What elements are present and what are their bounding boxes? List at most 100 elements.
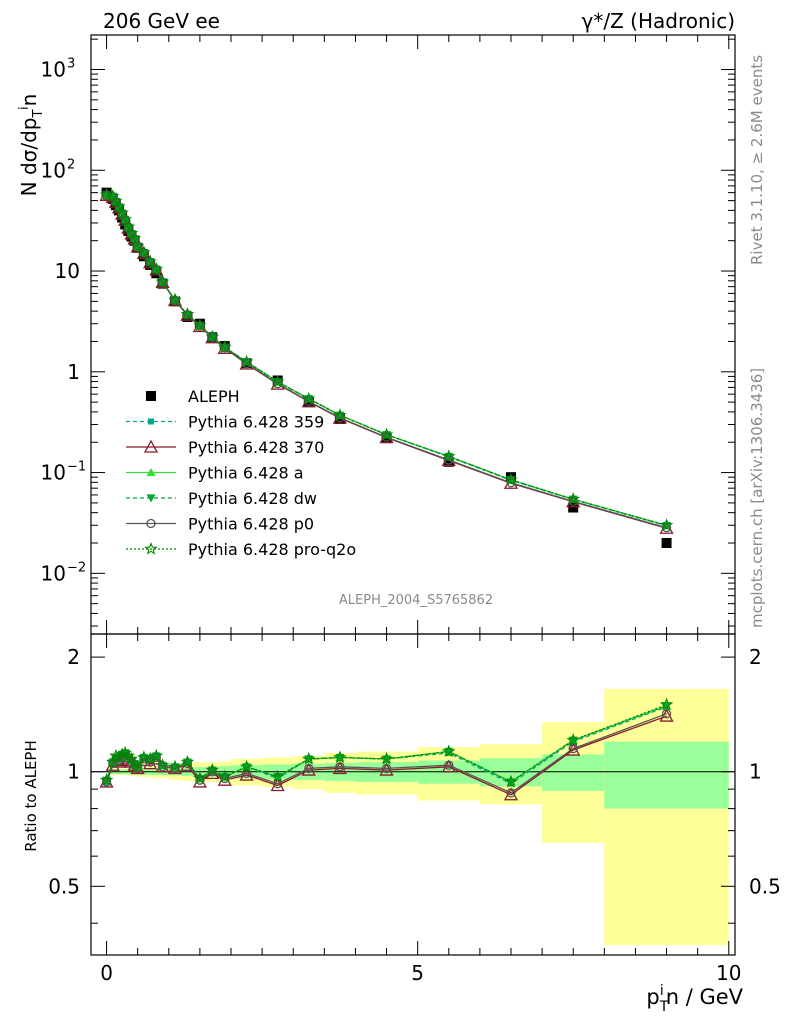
ratio-series-point-4 — [506, 788, 516, 798]
legend-entry: Pythia 6.428 dw — [126, 489, 317, 508]
ratio-series-point-1 — [503, 787, 519, 801]
series-point-5 — [127, 231, 142, 245]
series-point-4 — [207, 332, 217, 342]
ratio-series-point-5 — [180, 755, 195, 768]
series-point-5 — [149, 262, 164, 275]
series-point-5 — [270, 374, 285, 388]
x-tick-label: 0 — [100, 961, 113, 985]
ratio-y-tick-label-right: 2 — [749, 645, 762, 669]
ratio-series-point-3 — [662, 702, 672, 711]
legend-entry: Pythia 6.428 pro-q2o — [126, 540, 356, 559]
ratio-series-point-4 — [273, 779, 283, 789]
mcplots-label: mcplots.cern.ch [arXiv:1306.3436] — [748, 368, 766, 628]
ratio-series-point-5 — [130, 759, 145, 773]
x-tick-label: 10 — [716, 961, 741, 985]
series-point-5 — [109, 193, 123, 207]
legend-label: Pythia 6.428 359 — [188, 413, 324, 432]
main-y-tick-label-base: 10 — [55, 259, 80, 283]
ratio-axis-ticks — [91, 634, 735, 955]
main-y-axis-label-base: N dσ/dp — [17, 118, 41, 197]
ratio-y-tick-label-right: 1 — [749, 760, 762, 784]
series-point-5 — [155, 274, 170, 288]
main-y-axis-label-sup: i — [17, 106, 32, 110]
x-tick-label: 5 — [411, 961, 424, 985]
x-axis-label-sup: i — [660, 983, 664, 999]
ratio-series-point-5 — [301, 751, 316, 765]
series-point-5 — [566, 492, 581, 505]
series-point-5 — [205, 329, 220, 343]
series-point-5 — [124, 226, 139, 239]
series-point-5 — [659, 518, 674, 531]
ratio-series-point-4 — [170, 763, 180, 774]
legend-marker — [146, 468, 156, 477]
legend: ALEPH Pythia 6.428 359 Pythia 6.428 370 Pyt… — [126, 387, 356, 559]
ratio-series-point-4 — [195, 775, 205, 785]
legend-entry: Pythia 6.428 p0 — [126, 515, 314, 534]
main-y-tick-label-exp: −2 — [67, 560, 86, 575]
series-point-5 — [504, 472, 518, 486]
series-point-5 — [99, 187, 114, 201]
main-y-axis-label: N dσ/dpTin — [17, 94, 46, 197]
ratio-stat-band — [542, 754, 605, 791]
ratio-y-tick-label-left: 2 — [67, 645, 80, 669]
legend-entry: Pythia 6.428 a — [126, 464, 304, 483]
legend-label: Pythia 6.428 pro-q2o — [188, 540, 356, 559]
series-point-4 — [568, 496, 578, 507]
main-y-tick-label: 10 — [41, 561, 66, 585]
legend-label: Pythia 6.428 p0 — [188, 515, 314, 534]
x-axis-label: pTin / GeV — [646, 983, 743, 1015]
main-y-axis-label-tail: n — [17, 94, 41, 107]
series-point-5 — [168, 293, 182, 306]
ratio-series-point-5 — [333, 750, 347, 764]
ratio-panel: 0.5 0.5 1 1 2 2 — [48, 633, 781, 956]
legend-label: Pythia 6.428 dw — [188, 489, 317, 508]
ratio-series-point-5 — [121, 748, 136, 762]
series-point-5 — [379, 427, 394, 441]
legend-label: Pythia 6.428 370 — [188, 438, 324, 457]
main-series-lines — [99, 187, 674, 534]
series-point-5 — [180, 307, 195, 321]
main-y-tick-label: 10 — [41, 461, 66, 485]
ratio-series-line-5 — [105, 704, 667, 783]
series-point-4 — [444, 455, 454, 465]
ratio-series-point-5 — [99, 773, 114, 786]
ratio-series-point-4 — [568, 743, 578, 754]
legend-entry: ALEPH — [146, 387, 240, 406]
ratio-stat-band — [604, 741, 729, 809]
series-point-5 — [105, 189, 120, 203]
main-y-tick-label-base: 10 — [41, 158, 66, 182]
series-point-5 — [130, 239, 145, 253]
ratio-series-point-4 — [304, 763, 314, 774]
ratio-y-tick-label-left: 0.5 — [48, 874, 80, 898]
main-y-tick-label-base: 10 — [41, 461, 66, 485]
ratio-series-point-1 — [270, 778, 285, 792]
main-y-tick-label-base: 1 — [67, 360, 80, 384]
ratio-series-point-4 — [335, 762, 345, 772]
legend-marker — [144, 541, 158, 555]
ratio-y-axis-label: Ratio to ALEPH — [22, 740, 40, 852]
series-point-4 — [335, 413, 345, 423]
main-y-axis-label-sub: T — [31, 110, 46, 119]
main-y-tick-label: 1 — [67, 360, 80, 384]
series-point-5 — [118, 212, 133, 226]
ratio-series-point-5 — [566, 733, 581, 746]
main-y-tick-label-base: 10 — [41, 58, 66, 82]
series-point-5 — [217, 340, 232, 354]
series-point-5 — [137, 245, 151, 259]
ratio-series-point-5 — [193, 771, 207, 785]
series-point-5 — [115, 205, 129, 219]
series-point-4 — [151, 264, 161, 275]
legend-label: Pythia 6.428 a — [188, 464, 304, 483]
analysis-id-label: ALEPH_2004_S5765862 — [339, 593, 493, 608]
ratio-series-point-4 — [101, 777, 112, 787]
ratio-series-point-4 — [220, 773, 230, 784]
data-point — [443, 456, 454, 467]
series-point-4 — [157, 277, 168, 287]
ratio-series-point-4 — [381, 763, 392, 774]
ratio-plot-frame — [90, 633, 736, 956]
main-y-tick-label-exp: 3 — [67, 57, 75, 72]
ratio-total-band — [604, 688, 729, 946]
main-y-tick-label-exp: −1 — [67, 460, 86, 475]
